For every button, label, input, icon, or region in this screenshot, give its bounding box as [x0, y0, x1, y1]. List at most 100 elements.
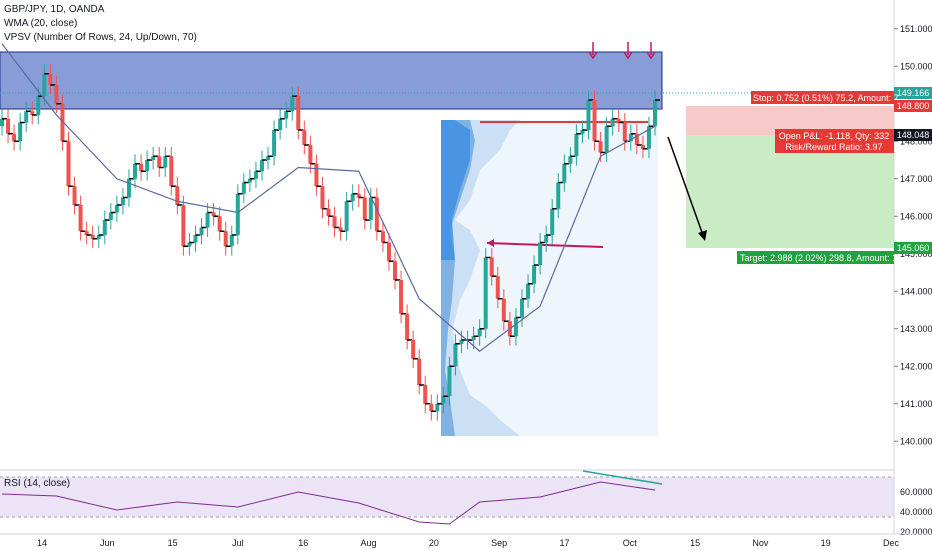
- time-axis[interactable]: 14 Jun 15 Jul 16 Aug 20 Sep 17 Oct 15 Nov 19 Dec: [37, 538, 900, 548]
- candle-body: [247, 178, 252, 183]
- pnl-label-box[interactable]: [775, 129, 894, 153]
- candle-body: [344, 201, 349, 232]
- candle-body: [405, 313, 410, 340]
- candlestick-series: [0, 64, 660, 421]
- resistance-arrows: [588, 42, 656, 60]
- candle-body: [489, 257, 494, 277]
- target-label: Target: 2.988 (2.02%) 298.8, Amount: 1: [740, 253, 897, 263]
- candle-body: [544, 235, 549, 243]
- candle-body: [6, 118, 11, 134]
- time-tick-label: 17: [559, 538, 569, 548]
- projection-arrow-line[interactable]: [667, 136, 705, 239]
- time-tick-label: 20: [429, 538, 439, 548]
- rr-label: Risk/Reward Ratio: 3.97: [785, 142, 882, 152]
- time-tick-label: Nov: [752, 538, 769, 548]
- time-tick-label: Oct: [623, 538, 638, 548]
- rsi-tick-label: 60.0000: [900, 487, 932, 497]
- candle-body: [133, 163, 138, 179]
- candle-body: [459, 340, 464, 344]
- candle-body: [574, 133, 579, 157]
- candle-body: [157, 156, 162, 168]
- candle-body: [78, 205, 83, 232]
- candle-body: [102, 220, 107, 235]
- time-tick-label: Aug: [361, 538, 377, 548]
- candle-body: [568, 156, 573, 164]
- candle-body: [519, 298, 524, 318]
- candle-body: [96, 235, 101, 239]
- candle-body: [12, 133, 17, 142]
- price-tick-label: 140.000: [900, 436, 932, 446]
- price-tick-label: 142.000: [900, 361, 932, 371]
- price-tick-label: 141.000: [900, 399, 932, 409]
- rsi-band: [0, 477, 894, 517]
- wma-legend[interactable]: WMA (20, close): [4, 18, 78, 29]
- candle-body: [199, 227, 204, 235]
- price-tick-label: 143.000: [900, 324, 932, 334]
- price-tick-label: 147.000: [900, 174, 932, 184]
- stop-label: Stop: 0.752 (0.51%) 75.2, Amount: 7: [753, 93, 899, 103]
- support-arrow-line[interactable]: [486, 242, 604, 248]
- candle-body: [610, 118, 615, 127]
- candle-body: [604, 126, 609, 153]
- vpsv-legend[interactable]: VPSV (Number Of Rows, 24, Up/Down, 70): [4, 32, 197, 43]
- time-tick-label: Jul: [232, 538, 244, 548]
- rsi-legend[interactable]: RSI (14, close): [4, 478, 71, 489]
- candle-body: [205, 212, 210, 228]
- candle-body: [175, 186, 180, 205]
- symbol-legend[interactable]: GBP/JPY, 1D, OANDA: [4, 4, 105, 15]
- candle-body: [646, 126, 651, 149]
- stop-price-tag: [894, 100, 932, 112]
- take-profit-zone[interactable]: [686, 135, 894, 248]
- candle-body: [374, 197, 379, 232]
- candle-body: [163, 156, 168, 168]
- candle-body: [628, 133, 633, 142]
- candle-body: [526, 283, 531, 299]
- time-tick-label: 15: [168, 538, 178, 548]
- candle-body: [362, 197, 367, 220]
- candle-body: [151, 156, 156, 160]
- candle-body: [616, 118, 621, 123]
- candle-body: [471, 336, 476, 340]
- current-price-tag-text: 149.166: [897, 88, 930, 98]
- entry-price-tag-text: 148.048: [897, 130, 930, 140]
- candle-body: [368, 197, 373, 220]
- candle-body: [211, 212, 216, 217]
- candle-body: [314, 163, 319, 187]
- candle-body: [622, 122, 627, 142]
- candle-body: [417, 358, 422, 385]
- candle-body: [453, 343, 458, 367]
- rsi-tick-label: 40.0000: [900, 507, 932, 517]
- time-tick-label: Dec: [883, 538, 900, 548]
- target-label-box[interactable]: [737, 251, 894, 264]
- candle-body: [108, 212, 113, 220]
- rsi-divergence-line[interactable]: [582, 470, 663, 485]
- resistance-zone[interactable]: [0, 51, 663, 110]
- volume-profile-poc: [441, 120, 470, 260]
- candle-body: [592, 100, 597, 142]
- candle-body: [501, 298, 506, 322]
- candle-body: [84, 231, 89, 235]
- pnl-label: Open P&L: -1.118, Qty: 332: [779, 131, 889, 141]
- candle-body: [441, 396, 446, 404]
- price-tick-label: 151.000: [900, 24, 932, 34]
- candle-body: [114, 205, 119, 213]
- candle-body: [18, 122, 23, 142]
- projection-arrow-head: [698, 230, 707, 241]
- candle-body: [550, 208, 555, 235]
- candle-body: [241, 182, 246, 194]
- rsi-axis[interactable]: 60.0000 40.0000 20.0000: [900, 487, 932, 537]
- candle-body: [169, 156, 174, 187]
- stop-label-box[interactable]: [751, 91, 894, 104]
- candle-body: [447, 366, 452, 397]
- price-tick-label: 150.000: [900, 61, 932, 71]
- time-tick-label: Sep: [491, 538, 507, 548]
- candle-body: [187, 242, 192, 247]
- candle-body: [513, 317, 518, 337]
- candle-body: [532, 265, 537, 284]
- candle-body: [423, 385, 428, 404]
- candle-body: [278, 118, 283, 130]
- candle-body: [235, 193, 240, 235]
- candle-body: [350, 193, 355, 202]
